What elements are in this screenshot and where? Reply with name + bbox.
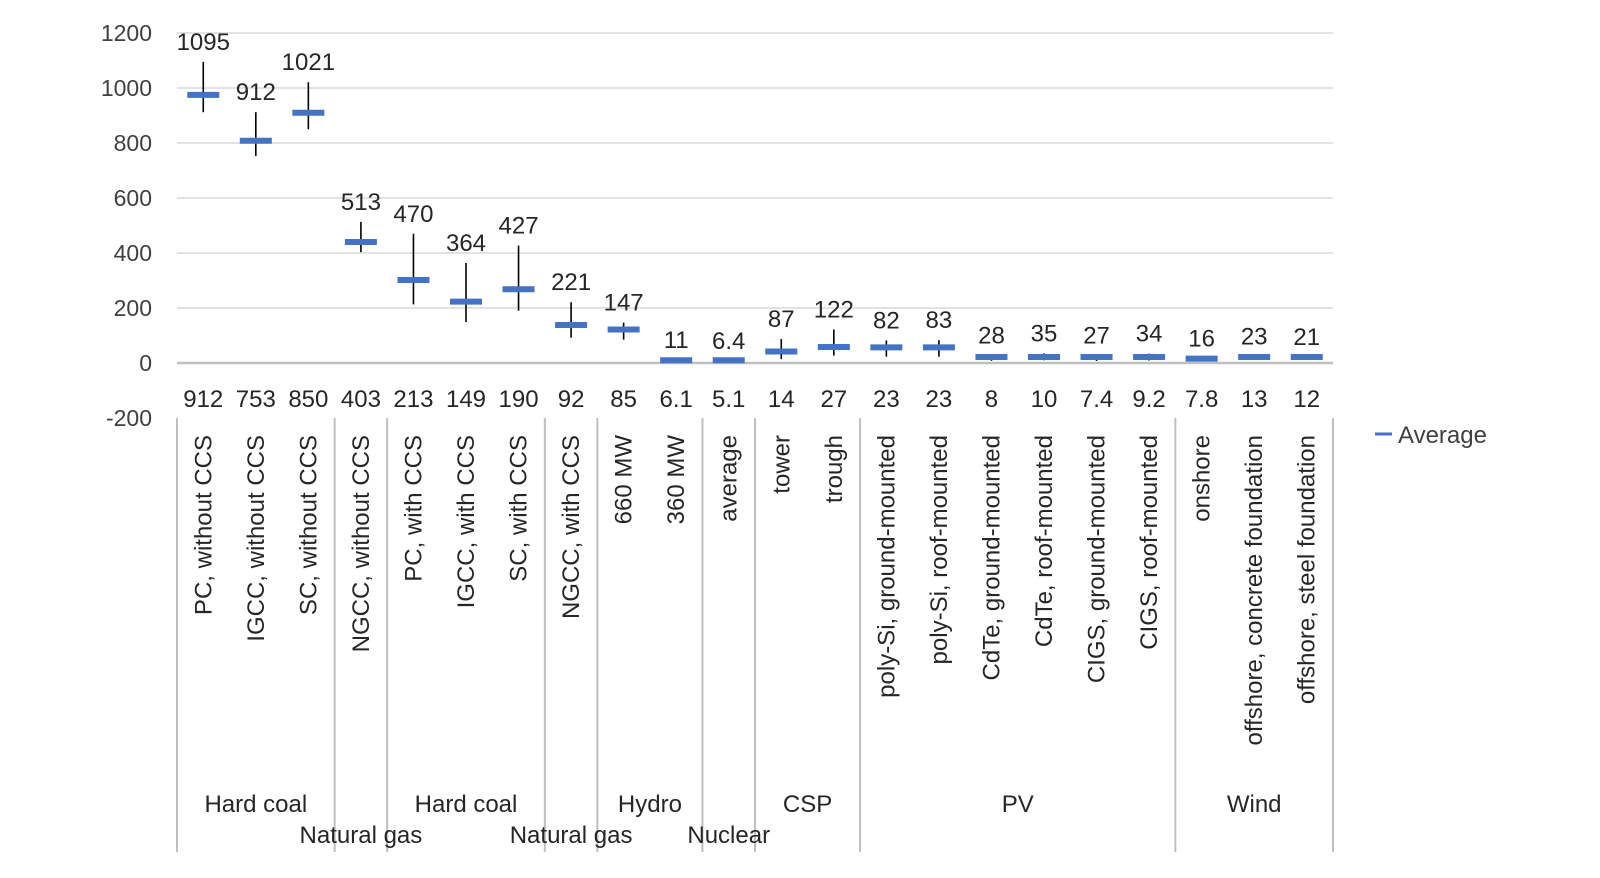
category-label: poly-Si, ground-mounted xyxy=(873,435,900,698)
group-label: Hydro xyxy=(618,791,682,818)
max-label: 470 xyxy=(393,201,433,228)
min-label: 27 xyxy=(820,386,847,413)
min-label: 403 xyxy=(341,386,381,413)
y-tick-label: 1000 xyxy=(101,75,152,101)
max-label: 221 xyxy=(551,269,591,296)
group-label: CSP xyxy=(783,791,832,818)
max-label: 6.4 xyxy=(712,328,745,355)
group-label: Nuclear xyxy=(687,822,770,849)
min-label: 850 xyxy=(288,386,328,413)
category-label: CIGS, ground-mounted xyxy=(1084,435,1111,683)
max-label: 912 xyxy=(236,79,276,106)
max-label: 1021 xyxy=(282,49,335,76)
max-label: 364 xyxy=(446,230,486,257)
average-markers xyxy=(187,91,1323,364)
max-label: 83 xyxy=(926,307,953,334)
gridlines xyxy=(177,32,1333,365)
min-label: 213 xyxy=(393,386,433,413)
category-label: average xyxy=(716,435,743,522)
group-label: Natural gas xyxy=(510,822,633,849)
min-label: 23 xyxy=(873,386,900,413)
group-label: PV xyxy=(1002,791,1034,818)
category-label: SC, with CCS xyxy=(506,435,533,582)
category-label: 360 MW xyxy=(663,435,690,525)
category-label: offshore, steel foundation xyxy=(1294,435,1321,704)
min-label: 85 xyxy=(610,386,637,413)
min-label: 753 xyxy=(236,386,276,413)
min-label: 9.2 xyxy=(1132,386,1165,413)
category-label: NGCC, with CCS xyxy=(558,435,585,619)
category-label: CIGS, roof-mounted xyxy=(1136,435,1163,650)
min-label: 190 xyxy=(499,386,539,413)
min-label: 13 xyxy=(1241,386,1268,413)
y-tick-label: 400 xyxy=(114,240,152,266)
category-axis: PC, without CCS IGCC, without CCS SC, with… xyxy=(176,418,1334,852)
max-label: 23 xyxy=(1241,324,1268,351)
max-label: 87 xyxy=(768,306,795,333)
min-label: 912 xyxy=(183,386,223,413)
category-label: poly-Si, roof-mounted xyxy=(926,435,953,664)
min-label: 6.1 xyxy=(659,386,692,413)
category-label: CdTe, roof-mounted xyxy=(1031,435,1058,647)
category-label: NGCC, without CCS xyxy=(348,435,375,652)
legend: Average xyxy=(1375,422,1487,449)
max-label: 34 xyxy=(1136,321,1163,348)
y-axis-tick-labels: 1200 1000 800 600 400 200 0 -200 xyxy=(101,20,152,431)
category-label: trough xyxy=(821,435,848,503)
category-label: SC, without CCS xyxy=(295,435,322,615)
category-label: tower xyxy=(768,435,795,494)
min-label: 12 xyxy=(1293,386,1320,413)
y-tick-label: 800 xyxy=(114,130,152,156)
y-tick-label: 200 xyxy=(114,295,152,321)
y-tick-label: 0 xyxy=(139,350,152,376)
max-label: 82 xyxy=(873,307,900,334)
max-label: 122 xyxy=(814,296,854,323)
category-label: 660 MW xyxy=(611,435,638,525)
category-label: onshore xyxy=(1189,435,1216,522)
min-label: 8 xyxy=(985,386,998,413)
max-label: 427 xyxy=(499,213,539,240)
legend-average-label: Average xyxy=(1398,422,1487,449)
category-label: PC, without CCS xyxy=(190,435,217,615)
group-label: Hard coal xyxy=(415,791,518,818)
max-label: 147 xyxy=(604,290,644,317)
category-label: PC, with CCS xyxy=(400,435,427,582)
group-label: Hard coal xyxy=(204,791,307,818)
min-label: 7.4 xyxy=(1080,386,1113,413)
category-label: IGCC, without CCS xyxy=(243,435,270,642)
group-label: Natural gas xyxy=(300,822,423,849)
min-label: 14 xyxy=(768,386,795,413)
min-label: 5.1 xyxy=(712,386,745,413)
max-label: 1095 xyxy=(177,29,230,56)
min-label: 149 xyxy=(446,386,486,413)
max-label: 28 xyxy=(978,322,1005,349)
min-label: 23 xyxy=(926,386,953,413)
max-label: 21 xyxy=(1293,324,1320,351)
max-label: 11 xyxy=(664,327,689,354)
data-labels: 1095912912753102185051340347021336414942… xyxy=(177,29,1321,413)
max-label: 513 xyxy=(341,189,381,216)
max-label: 35 xyxy=(1031,320,1058,347)
max-label: 27 xyxy=(1083,323,1110,350)
y-tick-label: 600 xyxy=(114,185,152,211)
min-label: 92 xyxy=(558,386,585,413)
category-label: offshore, concrete foundation xyxy=(1241,435,1268,745)
min-label: 10 xyxy=(1031,386,1058,413)
max-label: 16 xyxy=(1188,326,1215,353)
group-label: Wind xyxy=(1227,791,1282,818)
y-tick-label: 1200 xyxy=(101,20,152,46)
y-tick-label: -200 xyxy=(106,405,152,431)
category-label: CdTe, ground-mounted xyxy=(978,435,1005,680)
min-label: 7.8 xyxy=(1185,386,1218,413)
category-label: IGCC, with CCS xyxy=(453,435,480,608)
